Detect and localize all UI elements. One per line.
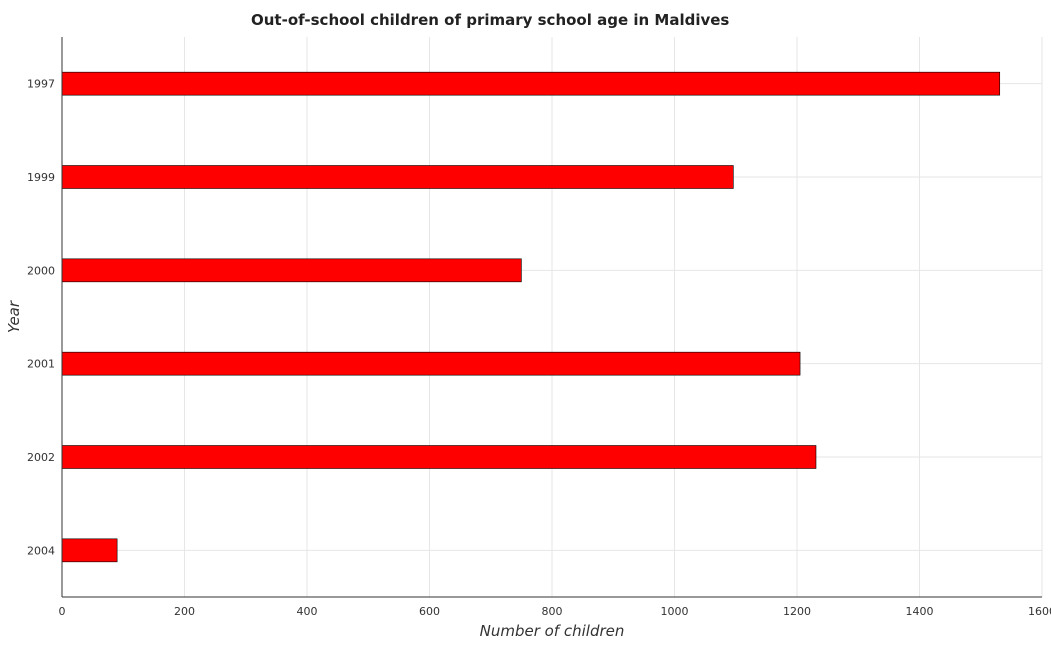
y-axis-label: Year [5,300,23,333]
bar-2002 [61,445,817,469]
y-tick-label: 2004 [27,544,55,557]
x-tick-label: 800 [542,605,563,618]
x-tick-labels: 0 200 400 600 800 1000 1200 1400 1600 [59,605,1051,618]
bar-1999 [61,165,734,189]
y-tick-label: 1999 [27,171,55,184]
x-tick-label: 1000 [661,605,689,618]
x-tick-label: 400 [297,605,318,618]
bar-2000 [61,258,522,283]
x-axis-label: Number of children [480,622,625,640]
y-tick-label: 1997 [27,78,55,91]
bar-2001 [61,351,801,376]
y-tick-label: 2001 [27,358,55,371]
x-gridlines [61,37,1043,597]
chart-title: Out-of-school children of primary school… [251,11,729,29]
x-tick-label: 200 [174,605,195,618]
y-tick-labels: 1997 1999 2000 2001 2002 2004 [27,78,55,558]
x-tick-label: 1200 [783,605,811,618]
y-tick-label: 2000 [27,264,55,277]
x-tick-label: 1400 [906,605,934,618]
bar-1997 [61,71,1001,96]
x-tick-label: 0 [59,605,66,618]
x-tick-label: 1600 [1028,605,1051,618]
bar-2004 [61,538,118,563]
x-tick-label: 600 [419,605,440,618]
y-tick-label: 2002 [27,451,55,464]
bars [61,71,1001,563]
